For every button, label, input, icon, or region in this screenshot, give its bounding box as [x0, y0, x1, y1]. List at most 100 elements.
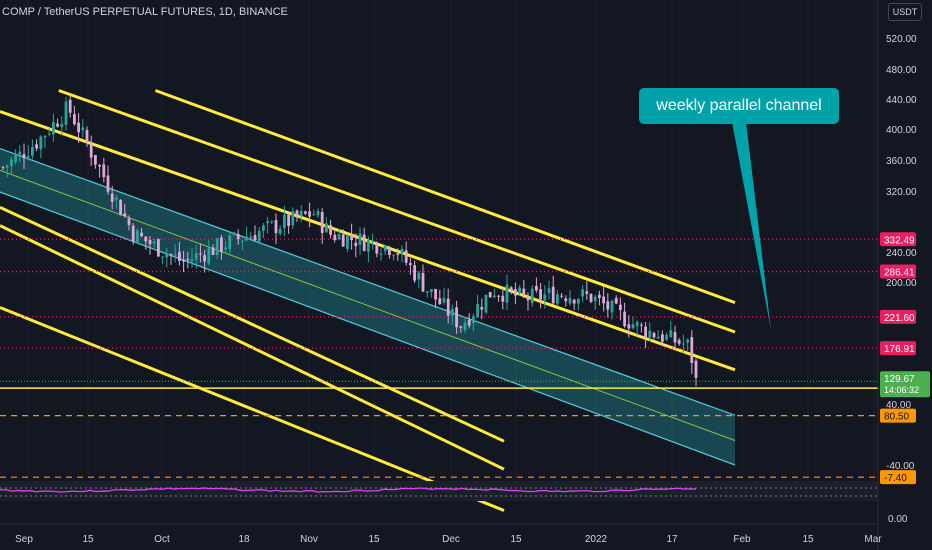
channel-fill	[0, 148, 735, 465]
candle-body-27	[115, 197, 118, 200]
channel-callout[interactable]: weekly parallel channel	[639, 88, 839, 124]
callout-pointer	[732, 122, 771, 330]
candle-body-103	[434, 289, 437, 300]
candle-body-127	[535, 285, 538, 291]
candle-body-88	[371, 241, 374, 243]
candle-body-1	[5, 165, 9, 168]
candle-body-31	[131, 225, 135, 242]
candle-body-131	[551, 286, 555, 304]
candle-body-110	[463, 322, 467, 331]
candle-body-133	[560, 295, 563, 297]
candle-body-111	[467, 320, 471, 326]
candle-body-143	[602, 296, 605, 304]
candle-body-18	[77, 122, 80, 133]
candle-body-105	[442, 298, 446, 303]
oscillator-axis-label: 0.00	[888, 514, 908, 525]
candle-body-146	[614, 298, 618, 304]
x-tick-label-12: Mar	[864, 534, 882, 545]
candle-body-13	[56, 123, 59, 127]
candle-body-50	[211, 247, 215, 255]
level-tag-label-5: 80.50	[884, 412, 909, 423]
candle-body-54	[228, 235, 232, 250]
level-tag-bg-1	[880, 264, 916, 279]
current-price-label: 129.67	[884, 374, 915, 385]
candle-body-99	[417, 272, 421, 280]
candle-body-95	[400, 248, 404, 254]
x-tick-label-6: Dec	[442, 534, 460, 545]
candlestick-series	[1, 94, 698, 387]
y-tick-label-3: 400.00	[886, 125, 917, 136]
candle-body-49	[207, 247, 211, 264]
candle-body-10	[43, 135, 47, 138]
candle-body-93	[392, 255, 395, 257]
candle-body-35	[148, 239, 152, 245]
candle-body-2	[10, 159, 13, 166]
candle-body-75	[316, 211, 320, 216]
candle-body-37	[157, 239, 160, 257]
candle-body-16	[68, 99, 72, 113]
yellow-line-0	[58, 89, 736, 334]
candle-body-130	[547, 288, 551, 293]
yellow-line-3	[0, 206, 505, 443]
level-tag-bg-5	[880, 408, 916, 423]
candle-body-71	[299, 210, 303, 217]
x-tick-label-10: Feb	[733, 534, 751, 545]
candle-body-132	[556, 294, 559, 304]
candle-body-97	[409, 263, 412, 266]
candle-body-154	[648, 330, 652, 338]
candle-body-42	[178, 251, 181, 261]
x-tick-label-11: 15	[802, 534, 814, 545]
candle-body-84	[354, 242, 358, 247]
candle-body-15	[64, 101, 68, 125]
y-tick-label-4: 360.00	[886, 156, 917, 167]
yellow-trendlines	[0, 89, 736, 512]
candle-body-144	[606, 301, 610, 310]
level-tag-bg-6	[880, 470, 916, 485]
level-tag-label-1: 286.41	[884, 268, 915, 279]
candle-body-32	[136, 230, 139, 244]
yellow-line-4	[0, 224, 505, 471]
candle-body-70	[295, 210, 299, 218]
candle-body-24	[102, 164, 106, 178]
candle-body-148	[623, 311, 626, 327]
candle-body-107	[451, 308, 454, 317]
y-tick-label-7: 200.00	[886, 278, 917, 289]
candle-body-53	[224, 247, 227, 250]
current-price-tag	[880, 371, 930, 398]
currency-button[interactable]: USDT	[888, 3, 922, 21]
candle-body-76	[320, 211, 324, 233]
candle-body-121	[509, 287, 513, 291]
candle-body-87	[367, 239, 370, 252]
candle-body-96	[404, 250, 408, 263]
candle-body-40	[169, 254, 173, 256]
candle-body-150	[631, 324, 635, 329]
candle-body-83	[350, 234, 353, 240]
candle-body-129	[543, 294, 547, 301]
x-tick-label-0: Sep	[15, 534, 33, 545]
candle-body-60	[253, 235, 257, 241]
candle-body-137	[577, 298, 580, 304]
candle-body-85	[358, 233, 362, 245]
candle-body-44	[186, 258, 190, 260]
candle-body-115	[484, 294, 488, 313]
y-tick-label-5: 320.00	[886, 187, 917, 198]
candle-body-47	[199, 253, 202, 255]
candle-body-56	[236, 233, 240, 240]
candle-body-119	[501, 295, 505, 302]
channel-mid-line	[0, 169, 736, 441]
candle-body-90	[379, 253, 383, 255]
level-tag-label-6: -7.40	[884, 473, 907, 484]
candle-body-153	[644, 326, 647, 338]
candle-body-25	[106, 175, 110, 192]
candle-body-152	[640, 324, 643, 326]
parallel-channel	[0, 147, 736, 466]
candle-body-48	[203, 255, 206, 262]
candle-body-30	[127, 218, 131, 225]
candle-body-100	[421, 273, 425, 292]
candle-body-135	[568, 297, 572, 304]
candle-body-108	[455, 307, 458, 328]
y-tick-label-10: -40.00	[886, 461, 915, 472]
candle-body-79	[333, 234, 337, 241]
channel-upper-line	[0, 147, 736, 416]
